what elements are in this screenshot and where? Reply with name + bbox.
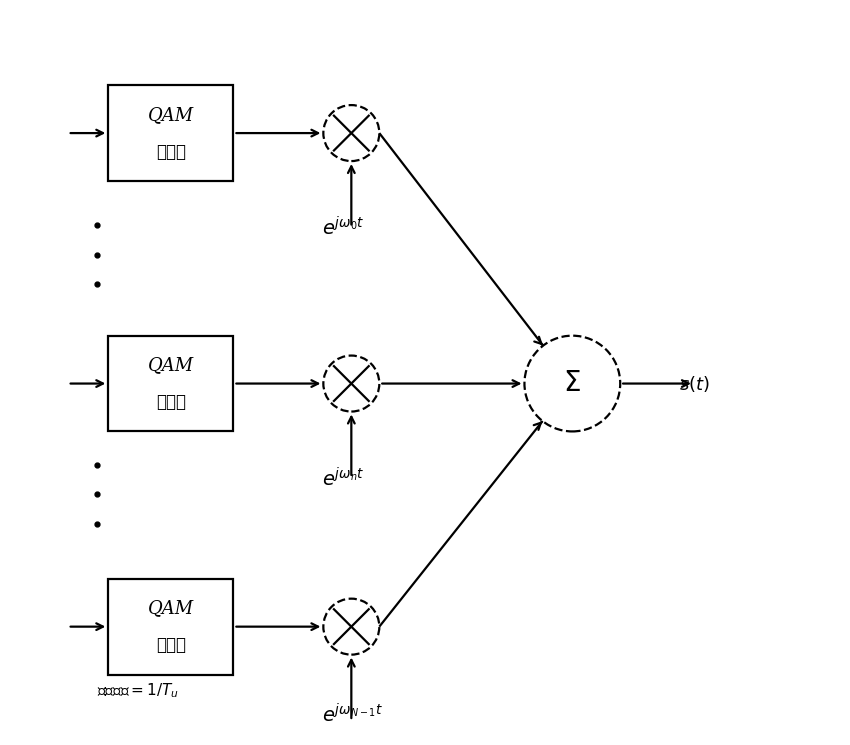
Text: $s(t)$: $s(t)$ <box>679 373 710 393</box>
Text: $\Sigma$: $\Sigma$ <box>564 370 581 397</box>
Text: QAM: QAM <box>148 356 194 374</box>
Bar <box>108 336 234 431</box>
Bar <box>108 85 234 181</box>
Text: 符号速率$=1/T_{u}$: 符号速率$=1/T_{u}$ <box>97 682 179 700</box>
Bar <box>108 579 234 674</box>
Text: 调制器: 调制器 <box>156 142 186 160</box>
Text: $e^{j\omega_n t}$: $e^{j\omega_n t}$ <box>322 467 364 490</box>
Text: QAM: QAM <box>148 599 194 618</box>
Text: $e^{j\omega_0 t}$: $e^{j\omega_0 t}$ <box>322 217 364 240</box>
Text: 调制器: 调制器 <box>156 393 186 411</box>
Text: 调制器: 调制器 <box>156 636 186 654</box>
Text: $e^{j\omega_{N-1} t}$: $e^{j\omega_{N-1} t}$ <box>322 703 383 726</box>
Text: QAM: QAM <box>148 106 194 124</box>
